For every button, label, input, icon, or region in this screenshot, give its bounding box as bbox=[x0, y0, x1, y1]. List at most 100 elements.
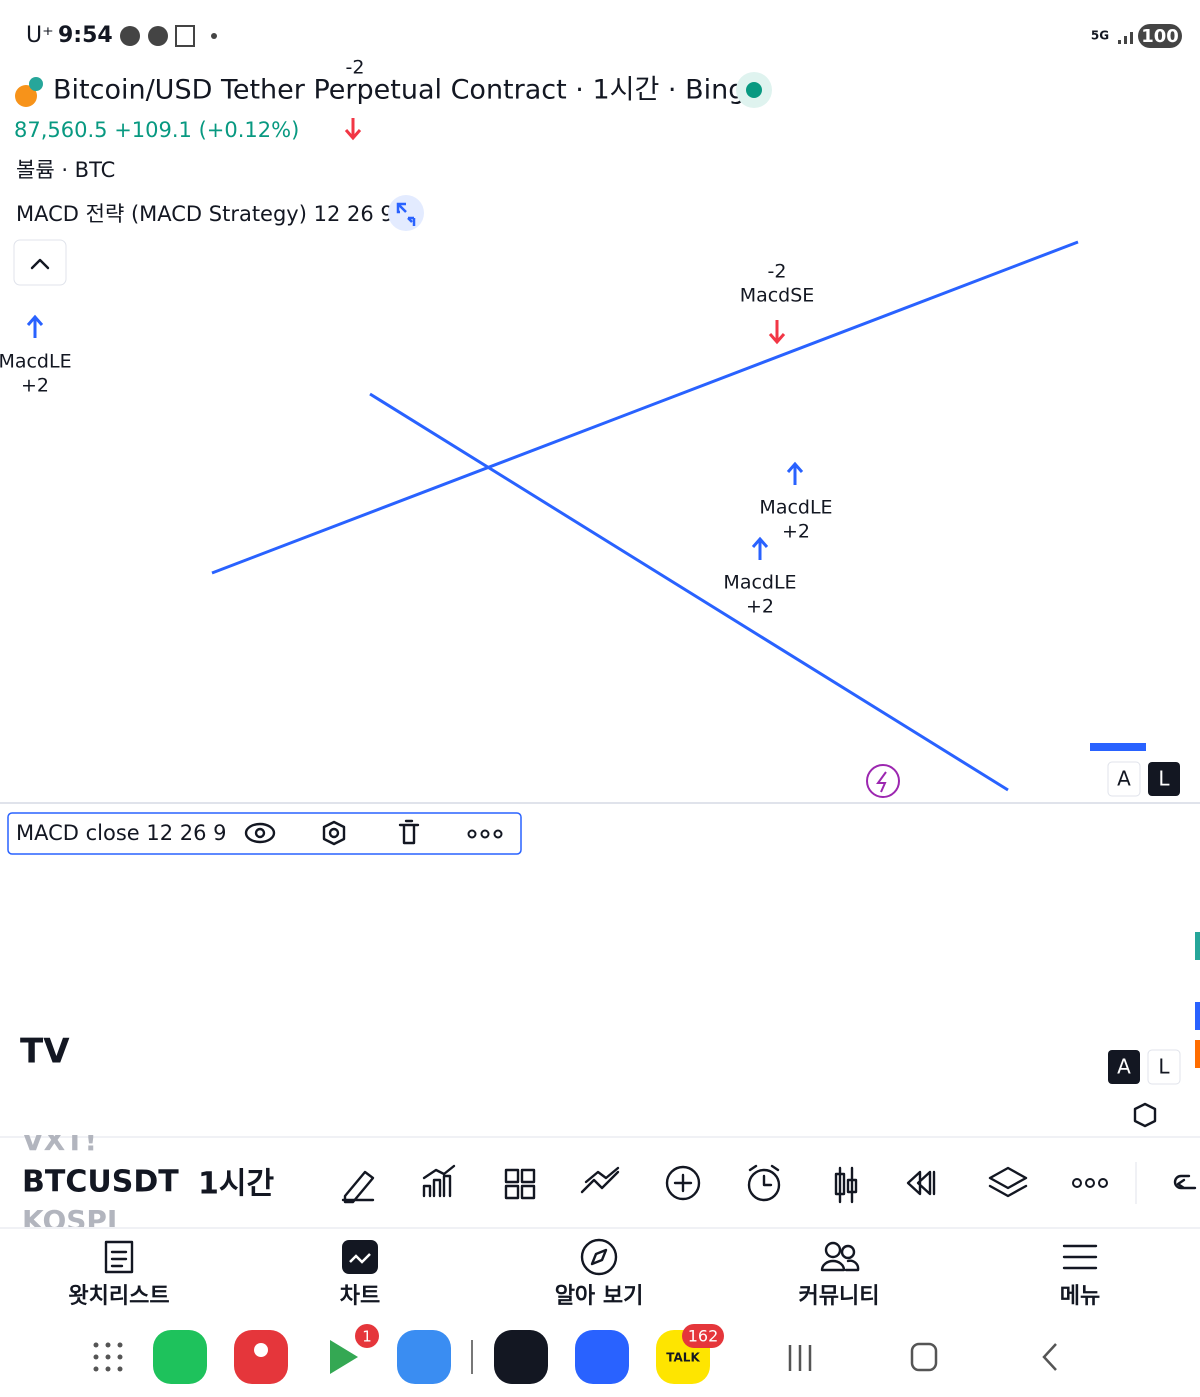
app-phone[interactable] bbox=[153, 1330, 207, 1384]
signal-label: MacdLE bbox=[759, 497, 832, 519]
layout[interactable] bbox=[504, 1168, 536, 1200]
strategy-icon[interactable] bbox=[388, 195, 424, 231]
badge-count: 162 bbox=[688, 1327, 719, 1346]
more[interactable] bbox=[1072, 1178, 1108, 1188]
symbol-switcher[interactable]: VXT! BTCUSDT 1시간 KOSPI bbox=[22, 1124, 274, 1237]
prev-symbol: VXT! bbox=[22, 1124, 97, 1157]
more-icon[interactable] bbox=[467, 829, 503, 839]
tv-logo: TV bbox=[20, 1032, 70, 1072]
toolbar bbox=[341, 1162, 1197, 1204]
indicator-name: MACD close 12 26 9 bbox=[16, 821, 227, 845]
signals: -2 MacdLE +2 -2 MacdSE MacdLE +2 MacdLE … bbox=[0, 57, 833, 618]
settings-icon[interactable] bbox=[322, 820, 346, 846]
back[interactable] bbox=[1042, 1343, 1057, 1371]
signal-qty: +2 bbox=[782, 521, 810, 543]
replay[interactable] bbox=[906, 1170, 936, 1196]
nav-icon bbox=[840, 1244, 856, 1260]
scale-button[interactable] bbox=[1107, 761, 1141, 797]
status-icon bbox=[148, 26, 168, 46]
badge bbox=[682, 1324, 724, 1348]
app-glyph bbox=[254, 1343, 268, 1357]
strategy-legend: MACD 전략 (MACD Strategy) 12 26 9 bbox=[16, 202, 394, 226]
buy-arrow bbox=[786, 461, 804, 485]
nav-label[interactable]: 커뮤니티 bbox=[799, 1284, 880, 1309]
scale-button[interactable] bbox=[1147, 1049, 1181, 1085]
bar-style[interactable] bbox=[834, 1166, 858, 1204]
collapse-button[interactable] bbox=[13, 239, 67, 286]
signal-label: MacdSE bbox=[740, 285, 815, 307]
edge-marker bbox=[1195, 1040, 1200, 1068]
app-exchange[interactable] bbox=[575, 1330, 629, 1384]
app-play[interactable] bbox=[330, 1340, 358, 1374]
nav-icon[interactable] bbox=[824, 1241, 842, 1259]
add[interactable] bbox=[665, 1165, 701, 1201]
scale-button[interactable] bbox=[1148, 762, 1180, 796]
scale-button-label: A bbox=[1117, 1055, 1131, 1079]
nav-icon[interactable] bbox=[104, 1240, 134, 1274]
axis-settings[interactable] bbox=[1133, 1102, 1157, 1128]
sell-arrow bbox=[344, 118, 362, 141]
signal-qty: +2 bbox=[21, 375, 49, 397]
nav-label[interactable]: 알아 보기 bbox=[555, 1284, 644, 1309]
add bbox=[673, 1173, 693, 1193]
nav-icon[interactable] bbox=[1062, 1244, 1098, 1270]
volume-legend: 볼륨 · BTC bbox=[16, 158, 115, 182]
signal-qty: -2 bbox=[346, 57, 365, 79]
app-messages[interactable] bbox=[397, 1330, 451, 1384]
nav-label[interactable]: 차트 bbox=[340, 1284, 380, 1309]
lightning-button[interactable] bbox=[866, 764, 900, 798]
layers[interactable] bbox=[988, 1166, 1028, 1198]
delete-icon[interactable] bbox=[398, 819, 420, 845]
clock: 9:54 bbox=[58, 23, 113, 48]
status-badge bbox=[746, 82, 762, 98]
compare[interactable] bbox=[580, 1166, 620, 1194]
scale-button-label: A bbox=[1117, 767, 1131, 791]
nav-icon bbox=[349, 1253, 371, 1264]
buy-arrow bbox=[751, 536, 769, 560]
draw-tool[interactable] bbox=[341, 1170, 375, 1204]
trend-line bbox=[211, 240, 1079, 575]
scale-button[interactable] bbox=[1108, 1050, 1140, 1084]
battery-level: 100 bbox=[1141, 26, 1179, 47]
app-glyph: TALK bbox=[666, 1351, 700, 1365]
nav-icon[interactable] bbox=[580, 1238, 618, 1276]
edge-marker bbox=[1195, 1002, 1200, 1030]
badge bbox=[355, 1324, 379, 1348]
signal-label: MacdLE bbox=[0, 351, 72, 373]
signal-qty: -2 bbox=[768, 261, 787, 283]
app-drawer[interactable] bbox=[93, 1342, 123, 1372]
coin-icon bbox=[15, 85, 37, 107]
next-symbol: KOSPI bbox=[22, 1204, 117, 1237]
eye-icon bbox=[254, 827, 266, 839]
buy-arrow bbox=[26, 314, 44, 338]
nav-icon bbox=[820, 1259, 860, 1272]
nav-label[interactable]: 메뉴 bbox=[1060, 1284, 1100, 1309]
scale-button-label: L bbox=[1158, 1055, 1170, 1079]
undo[interactable] bbox=[1173, 1174, 1197, 1190]
symbol: BTCUSDT bbox=[22, 1165, 179, 1200]
strategy-icon bbox=[396, 202, 416, 226]
signal-label: MacdLE bbox=[723, 572, 796, 594]
recents[interactable] bbox=[788, 1345, 812, 1371]
status-icon bbox=[120, 26, 140, 46]
nav-icon bbox=[590, 1248, 608, 1266]
chevron bbox=[30, 258, 50, 270]
scale-button-label: L bbox=[1158, 767, 1170, 791]
trend-line bbox=[369, 392, 1009, 792]
axis-label-clipped bbox=[1090, 743, 1146, 751]
alert[interactable] bbox=[747, 1168, 781, 1202]
nav-label[interactable]: 왓치리스트 bbox=[68, 1284, 169, 1309]
carrier: U⁺ bbox=[26, 23, 54, 48]
eye-icon[interactable] bbox=[244, 822, 276, 844]
signal-qty: +2 bbox=[746, 596, 774, 618]
app-tradingview[interactable] bbox=[494, 1330, 548, 1384]
coin-icon bbox=[29, 77, 43, 91]
indicators[interactable] bbox=[422, 1164, 456, 1198]
nav-icon[interactable] bbox=[342, 1240, 378, 1274]
interval: 1시간 bbox=[198, 1167, 274, 1202]
home[interactable] bbox=[910, 1342, 938, 1372]
signal bbox=[1118, 32, 1133, 44]
settings-icon bbox=[328, 827, 340, 839]
